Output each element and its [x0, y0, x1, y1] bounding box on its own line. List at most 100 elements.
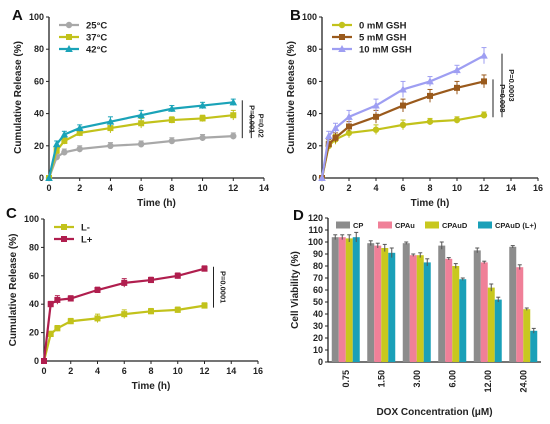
- x-tick-label: 0: [46, 183, 51, 193]
- y-tick-label: 60: [307, 76, 317, 86]
- data-point: [121, 279, 128, 286]
- y-tick-label: 110: [308, 225, 323, 235]
- y-tick-label: 60: [34, 76, 44, 86]
- y-tick-label: 40: [313, 309, 323, 319]
- data-point: [94, 315, 101, 322]
- x-tick-label: 10: [198, 183, 208, 193]
- data-point: [137, 111, 145, 119]
- data-point: [54, 296, 61, 303]
- legend-label: 25°C: [86, 21, 107, 32]
- x-tick-label: 8: [169, 183, 174, 193]
- y-tick-label: 20: [313, 333, 323, 343]
- data-point: [94, 287, 101, 293]
- legend-marker: [65, 45, 73, 52]
- legend-label: L+: [81, 235, 93, 246]
- data-point: [199, 115, 206, 122]
- panel-d: D 0 10 20 30 40 50 60 70 80 90 100 110 120 Cell Viabil…: [290, 207, 541, 418]
- data-point: [67, 295, 74, 302]
- y-tick-label: 120: [308, 213, 323, 223]
- data-point: [148, 277, 154, 284]
- data-point: [480, 51, 488, 59]
- legend-label: 10 mM GSH: [359, 45, 412, 56]
- pvalue-label: P=0.0001: [219, 271, 228, 303]
- x-tick-label: 1.50: [376, 370, 386, 388]
- legend-label: CPAuD (L+): [495, 221, 537, 230]
- data-point: [373, 113, 379, 120]
- data-point: [400, 102, 406, 109]
- y-tick-label: 0: [39, 173, 44, 183]
- data-point: [107, 142, 114, 149]
- bar: [402, 243, 410, 362]
- x-tick-label: 16: [533, 183, 543, 193]
- series-3: [45, 98, 238, 181]
- x-tick-label: 6: [400, 183, 405, 193]
- series-2: [319, 74, 487, 181]
- x-tick-label: 12: [479, 183, 489, 193]
- data-point: [399, 121, 407, 129]
- data-point: [168, 117, 175, 124]
- bar: [331, 237, 339, 362]
- x-tick-label: 0.75: [341, 370, 351, 388]
- x-tick-label: 14: [259, 183, 269, 193]
- data-point: [61, 137, 68, 144]
- data-point: [67, 318, 74, 325]
- panel-letter: A: [12, 7, 23, 24]
- legend-marker: [61, 236, 67, 242]
- series-3: [318, 47, 488, 181]
- bar: [473, 250, 481, 362]
- x-axis-label: Time (h): [137, 198, 176, 209]
- data-point: [75, 124, 84, 132]
- data-point: [138, 120, 145, 127]
- y-axis-label: Cumulative Release (%): [286, 41, 297, 154]
- data-point: [106, 117, 115, 125]
- data-point: [453, 116, 461, 124]
- y-tick-label: 90: [313, 249, 323, 259]
- data-point: [47, 301, 54, 308]
- y-tick-label: 0: [34, 356, 39, 366]
- bar: [423, 262, 431, 362]
- data-point: [107, 125, 114, 132]
- y-tick-label: 100: [24, 214, 39, 224]
- legend-marker: [338, 45, 346, 52]
- x-axis-label: DOX Concentration (μM): [376, 407, 492, 418]
- bar: [388, 252, 396, 362]
- legend-marker: [61, 224, 67, 230]
- y-tick-label: 70: [313, 273, 323, 283]
- x-tick-label: 6: [139, 183, 144, 193]
- y-tick-label: 0: [318, 357, 323, 367]
- x-tick-label: 10: [452, 183, 462, 193]
- data-point: [76, 145, 83, 153]
- y-tick-label: 20: [307, 141, 317, 151]
- bar: [516, 267, 524, 362]
- bar: [523, 309, 531, 362]
- bar: [374, 245, 382, 362]
- y-tick-label: 30: [313, 321, 323, 331]
- bar: [487, 287, 495, 362]
- data-point: [198, 101, 207, 109]
- panel-c: C 0 20 40 60 80 100 Cumulative Release (%) 0 2 4 6 8…: [6, 205, 263, 392]
- y-tick-label: 10: [313, 345, 323, 355]
- series-line: [320, 54, 485, 179]
- x-axis-label: Time (h): [132, 381, 171, 392]
- data-point: [168, 104, 176, 112]
- data-point: [174, 272, 181, 279]
- bar: [345, 238, 353, 362]
- data-point: [372, 126, 380, 133]
- data-point: [76, 129, 83, 136]
- y-tick-label: 20: [34, 141, 44, 151]
- x-tick-label: 14: [506, 183, 516, 193]
- bar: [438, 245, 446, 362]
- data-point: [345, 112, 353, 120]
- legend-label: 37°C: [86, 33, 107, 44]
- bar: [530, 330, 538, 362]
- bar: [352, 237, 360, 362]
- legend-swatch: [336, 221, 350, 229]
- data-point: [174, 306, 181, 313]
- x-tick-label: 4: [373, 183, 378, 193]
- data-point: [230, 112, 237, 119]
- data-point: [318, 174, 326, 181]
- data-point: [54, 325, 61, 332]
- y-tick-label: 100: [302, 12, 317, 22]
- x-tick-label: 8: [148, 366, 153, 376]
- data-point: [137, 140, 145, 148]
